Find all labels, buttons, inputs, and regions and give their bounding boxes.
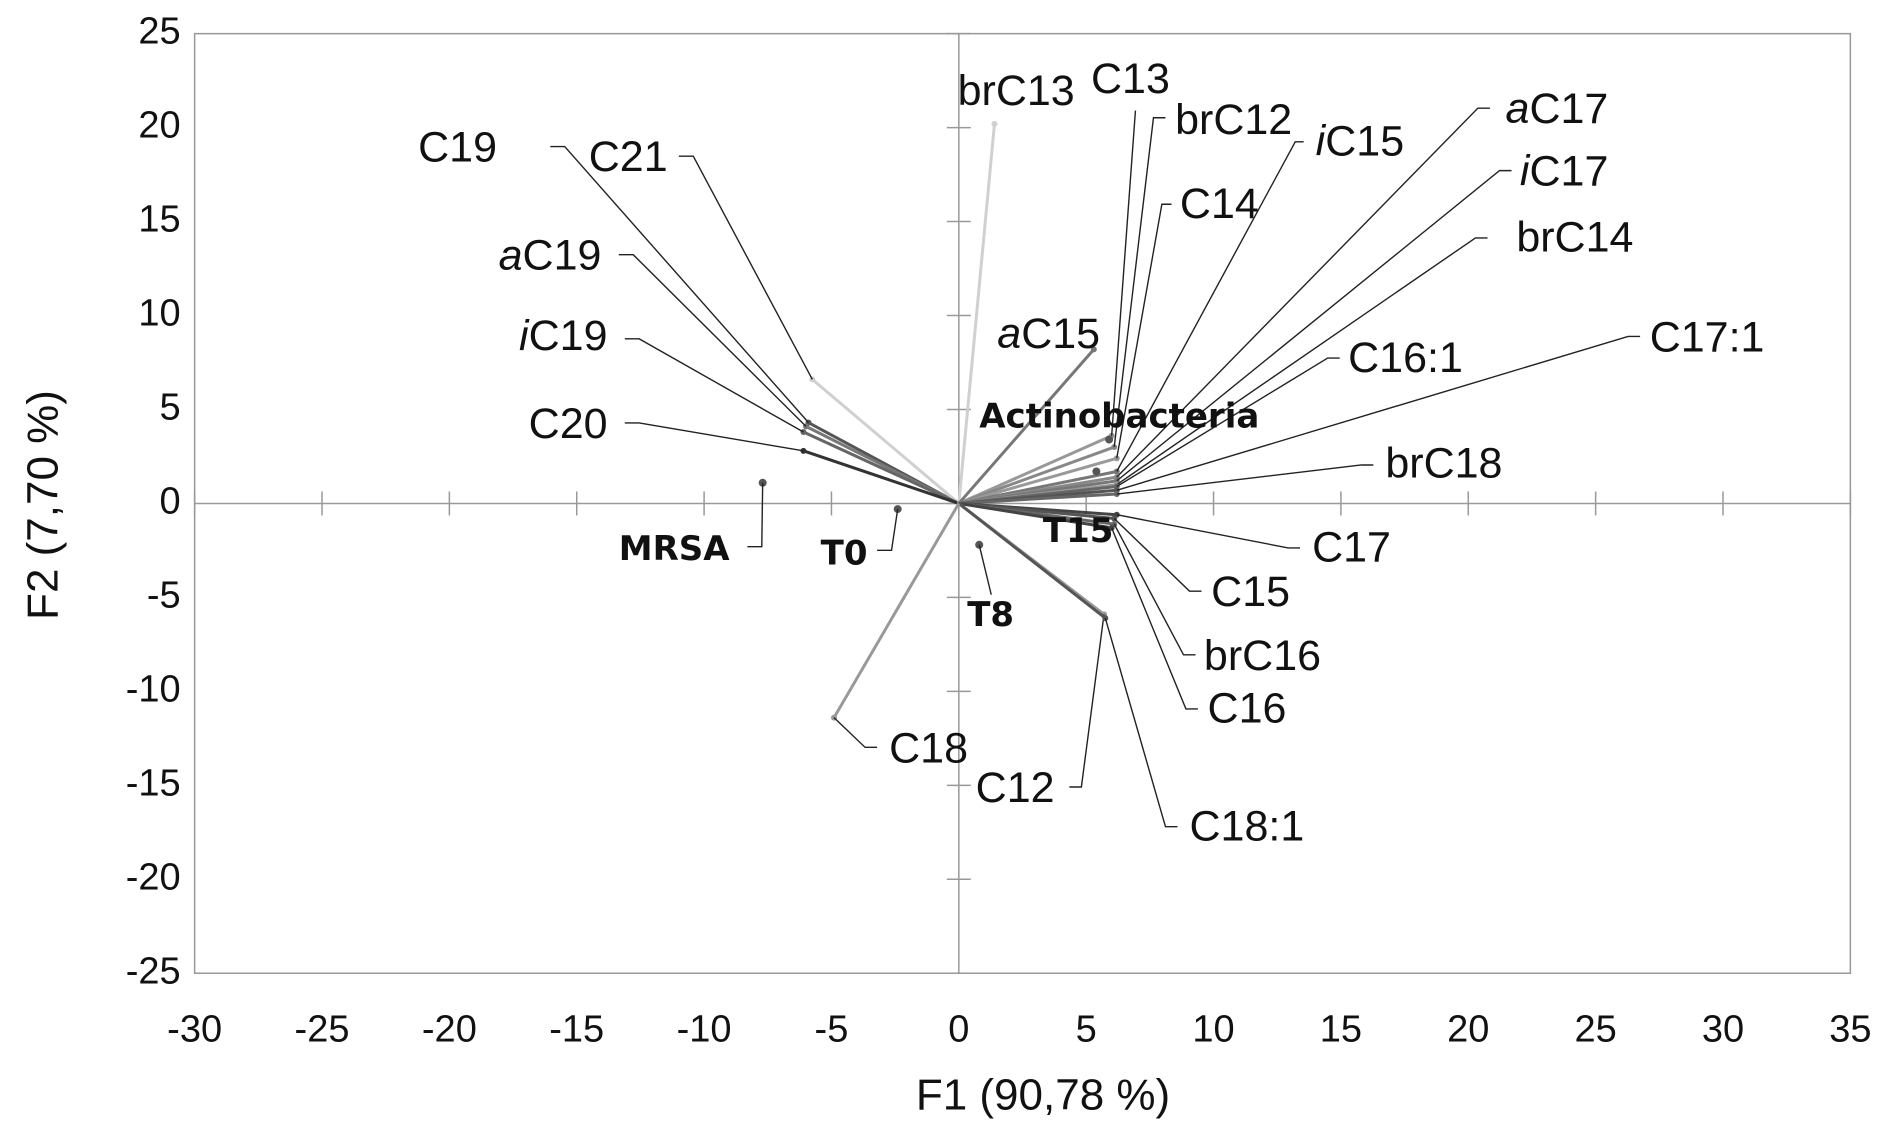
y-tick-label: 15: [138, 199, 180, 241]
vector-end: [991, 120, 998, 127]
vector: [958, 501, 1112, 530]
vector-label: C19: [418, 124, 497, 172]
x-tick-label: 30: [1702, 1008, 1744, 1050]
vector-label: C16: [1208, 685, 1287, 733]
vector-label: C13: [1091, 55, 1170, 103]
vector-label: C12: [976, 764, 1055, 812]
vector-label: C18:1: [1190, 802, 1305, 850]
y-tick-label: 25: [138, 11, 180, 53]
vector-label: C14: [1180, 180, 1259, 228]
leader-line: [1116, 141, 1304, 472]
y-tick-label: -20: [126, 856, 181, 898]
leader-line: [1116, 335, 1641, 491]
y-tick-label: -15: [126, 762, 181, 804]
vector: [957, 123, 996, 504]
x-tick-label: 10: [1192, 1008, 1234, 1050]
point-label: Actinobacteria: [979, 397, 1259, 437]
x-tick-label: -5: [815, 1008, 849, 1050]
y-tick-label: -5: [147, 574, 181, 616]
y-axis-label: F2 (7,70 %): [19, 390, 68, 620]
leader-line: [1113, 523, 1196, 656]
vector-label: iC17: [1520, 148, 1608, 196]
vector-label: brC18: [1385, 440, 1502, 488]
leader-line: [1116, 357, 1340, 488]
point-label: T0: [821, 534, 868, 574]
y-tick-label: 0: [160, 480, 181, 522]
leader-line: [1110, 110, 1137, 436]
leader-line: [1113, 517, 1202, 592]
leader-line: [747, 482, 764, 548]
x-tick-label: -20: [422, 1008, 477, 1050]
leader-line: [1104, 617, 1178, 828]
x-tick-label: 35: [1829, 1008, 1871, 1050]
vector-label: C17:1: [1650, 313, 1765, 361]
x-tick-label: -10: [677, 1008, 732, 1050]
leader-line: [624, 422, 804, 452]
x-tick-label: -15: [549, 1008, 604, 1050]
y-tick-label: 5: [160, 387, 181, 429]
vector: [957, 348, 1095, 505]
point-label: T15: [1043, 511, 1114, 551]
vector-label: iC15: [1316, 118, 1404, 166]
y-tick-label: 10: [138, 293, 180, 335]
leader-line: [1116, 464, 1374, 495]
leader-line: [678, 155, 813, 380]
vector-label: brC12: [1175, 96, 1292, 144]
point: [1092, 467, 1101, 476]
vector-label: C20: [529, 400, 608, 448]
x-tick-label: 20: [1447, 1008, 1489, 1050]
leader-line: [1116, 203, 1172, 459]
leader-line: [877, 508, 899, 552]
vector-label: C17: [1312, 524, 1391, 572]
vector-label: aC15: [997, 310, 1100, 358]
vector: [958, 434, 1113, 505]
vector-label: aC19: [499, 232, 602, 280]
x-axis-label: F1 (90,78 %): [916, 1071, 1170, 1120]
vector-label: brC14: [1516, 214, 1633, 262]
y-tick-label: 20: [138, 105, 180, 147]
vector: [958, 492, 1117, 505]
x-tick-label: 5: [1076, 1008, 1097, 1050]
vector: [958, 445, 1115, 505]
point-label: MRSA: [619, 529, 731, 569]
x-tick-label: 0: [948, 1008, 969, 1050]
y-tick-label: -10: [126, 668, 181, 710]
leader-line: [1113, 117, 1166, 448]
leader-line: [1116, 169, 1512, 482]
x-tick-label: 25: [1574, 1008, 1616, 1050]
vector-label: C16:1: [1348, 334, 1463, 382]
vector-label: aC17: [1506, 85, 1609, 133]
y-tick-label: -25: [126, 950, 181, 992]
vector: [802, 430, 960, 505]
vector: [832, 502, 961, 719]
vector-label: C18: [889, 724, 968, 772]
vector-label: C21: [589, 133, 668, 181]
point-label: T8: [967, 595, 1014, 635]
vector: [802, 449, 960, 505]
vector: [811, 378, 960, 505]
leader-line: [624, 338, 804, 433]
leader-line: [1069, 614, 1105, 788]
leader-line: [550, 145, 810, 424]
leader-line: [1111, 527, 1198, 710]
vector: [958, 456, 1118, 505]
vector-label: brC16: [1204, 632, 1321, 680]
leader-line: [978, 544, 992, 595]
leader-line: [1116, 237, 1488, 486]
point: [1105, 435, 1114, 444]
leader-line: [833, 717, 878, 749]
leader-line: [1116, 107, 1490, 478]
leader-line: [618, 254, 807, 427]
vector-label: brC13: [958, 67, 1075, 115]
x-tick-label: 15: [1320, 1008, 1362, 1050]
leader-line: [1116, 514, 1301, 549]
vector-end: [1090, 346, 1097, 353]
vector: [957, 502, 1107, 620]
x-tick-label: -25: [295, 1008, 350, 1050]
x-tick-label: -30: [167, 1008, 222, 1050]
vector-label: iC19: [519, 312, 607, 360]
vector-label: C15: [1211, 568, 1290, 616]
